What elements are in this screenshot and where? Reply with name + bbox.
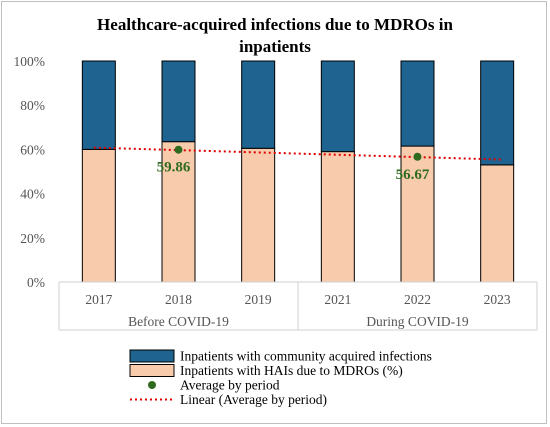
chart-title: Healthcare-acquired infections due to MD… [0,14,550,58]
y-tick-label: 100% [14,54,46,69]
y-tick-label: 0% [27,275,45,290]
x-tick-label: 2021 [324,292,351,307]
legend-label: Inpatients with HAIs due to MDROs (%) [180,363,403,378]
legend-label: Linear (Average by period) [180,392,327,407]
bar-segment-hai [400,145,435,283]
average-point [413,152,422,161]
y-tick-label: 80% [20,98,45,113]
bar-segment-community [241,60,276,149]
chart-title-line-1: Healthcare-acquired infections due to MD… [97,15,453,34]
x-tick-label: 2022 [404,292,431,307]
group-label: Before COVID-19 [128,314,229,329]
bar-segment-community [81,60,116,150]
y-tick-label: 40% [20,187,45,202]
legend-swatch [129,349,175,363]
bar-segment-community [161,60,196,143]
legend-label: Average by period [180,378,280,393]
bar-segment-hai [320,151,355,283]
chart-title-line-2: inpatients [239,37,311,56]
bar-segment-community [400,60,435,147]
legend-label: Inpatients with community acquired infec… [180,349,432,364]
bar-segment-hai [480,164,515,283]
x-tick-label: 2017 [85,292,112,307]
x-tick-label: 2019 [245,292,272,307]
average-point [174,145,183,154]
bar-segment-community [320,60,355,153]
y-tick-label: 60% [20,142,45,157]
trendline [93,146,503,161]
legend-marker [148,381,156,389]
y-tick-label: 20% [20,231,45,246]
group-label: During COVID-19 [366,314,469,329]
x-tick-label: 2018 [165,292,192,307]
bar-segment-hai [241,147,276,283]
bar-segment-hai [161,141,196,283]
bar-segment-community [480,60,515,166]
average-label: 59.86 [157,160,191,176]
average-label: 56.67 [396,167,430,183]
x-tick-label: 2023 [484,292,511,307]
bar-segment-hai [81,148,116,283]
legend-swatch [129,364,175,377]
